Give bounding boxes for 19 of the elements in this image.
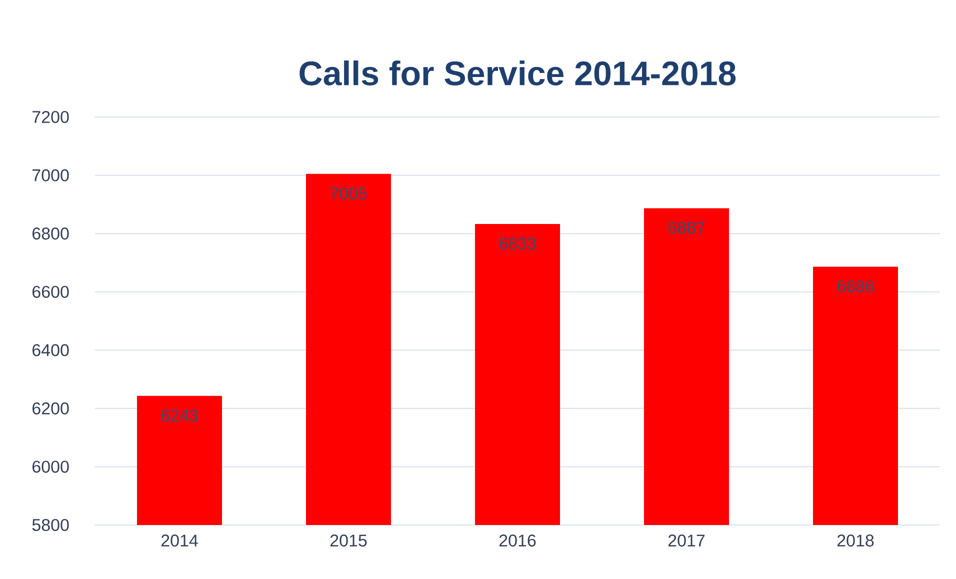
x-tick-label: 2014 (161, 534, 198, 547)
x-tick-label: 2017 (668, 534, 705, 547)
y-tick-label: 7200 (32, 110, 69, 124)
y-tick-label: 6600 (32, 286, 69, 298)
data-label: 6686 (837, 280, 874, 292)
data-label: 6887 (668, 222, 705, 234)
y-tick-label: 6200 (32, 402, 69, 414)
data-label: 6243 (161, 409, 198, 422)
chart-title: Calls for Service 2014-2018 (300, 60, 736, 86)
y-tick-label: 6400 (32, 344, 69, 356)
x-tick-label: 2018 (837, 534, 874, 547)
y-tick-label: 6000 (32, 460, 69, 473)
data-label: 7005 (330, 187, 367, 200)
x-tick-label: 2016 (499, 534, 536, 547)
x-tick-label: 2015 (330, 534, 367, 547)
data-label: 6833 (499, 237, 536, 250)
y-tick-label: 7000 (32, 169, 69, 182)
y-tick-label: 5800 (32, 518, 69, 532)
y-tick-label: 6800 (32, 228, 69, 240)
